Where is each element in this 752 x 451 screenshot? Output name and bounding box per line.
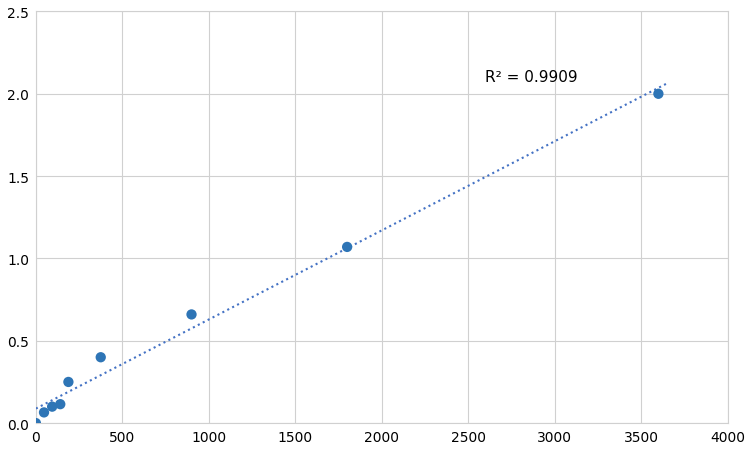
- Text: R² = 0.9909: R² = 0.9909: [486, 70, 578, 85]
- Point: [653, 91, 665, 98]
- Point: [62, 378, 74, 386]
- Point: [54, 400, 66, 408]
- Point: [341, 244, 353, 251]
- Point: [38, 409, 50, 416]
- Point: [46, 403, 58, 410]
- Point: [95, 354, 107, 361]
- Point: [186, 311, 198, 318]
- Point: [30, 419, 42, 427]
